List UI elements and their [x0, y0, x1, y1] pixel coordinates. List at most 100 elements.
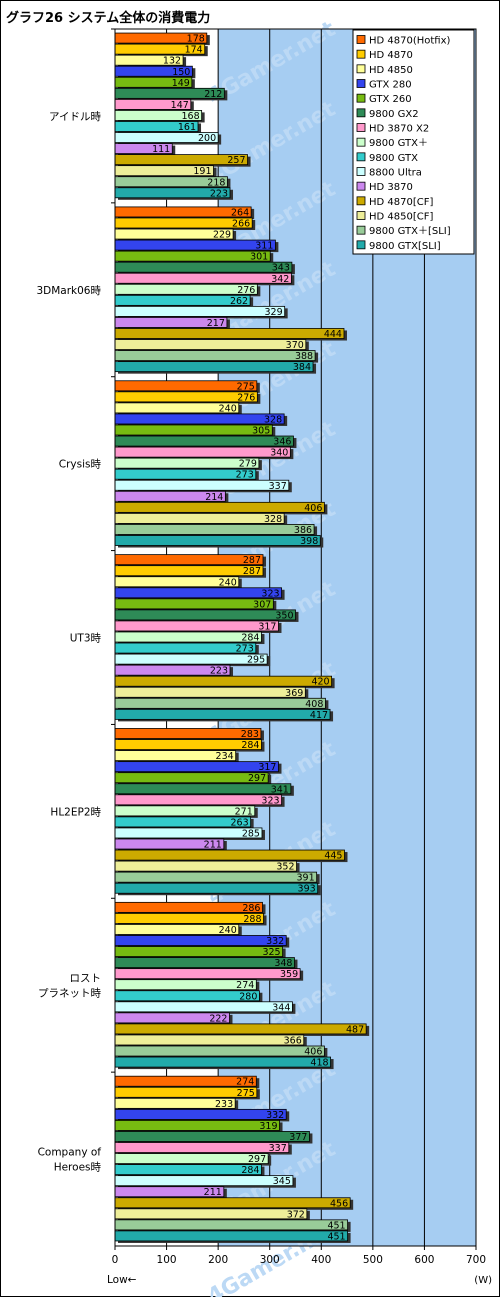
bar-value-label: 274: [236, 980, 254, 991]
bar-value-label: 288: [243, 914, 261, 925]
x-tick-label: 300: [260, 1254, 280, 1266]
category-label: Heroes時: [54, 1162, 102, 1174]
category-label: UT3時: [70, 633, 102, 645]
bar-value-label: 274: [236, 1077, 254, 1088]
bar: [114, 827, 263, 839]
bar-value-label: 271: [235, 806, 253, 817]
bar: [114, 1075, 257, 1087]
category-label: 3DMark06時: [36, 285, 101, 297]
bar-value-label: 150: [172, 67, 190, 78]
legend-label: HD 4870[CF]: [369, 197, 433, 208]
legend-swatch: [356, 79, 366, 88]
x-tick-label: 400: [311, 1254, 331, 1266]
bar: [114, 479, 290, 491]
bar: [114, 946, 284, 957]
legend-swatch: [356, 211, 366, 220]
bar-value-label: 340: [270, 448, 288, 459]
bar-value-label: 332: [266, 1110, 284, 1121]
bar-value-label: 345: [273, 1176, 291, 1187]
bar-value-label: 222: [209, 1013, 227, 1024]
category-label: ロスト: [70, 973, 102, 985]
bar-value-label: 191: [193, 166, 211, 177]
legend-swatch: [356, 108, 366, 118]
bar-value-label: 111: [152, 144, 170, 155]
bar: [114, 1164, 262, 1176]
bar: [114, 653, 268, 665]
bar-value-label: 332: [266, 936, 284, 947]
bar-value-label: 223: [210, 188, 228, 199]
legend-swatch: [356, 137, 366, 147]
bar: [114, 912, 264, 924]
bar-value-label: 329: [265, 307, 283, 318]
legend-label: 8800 Ultra: [369, 168, 422, 179]
category-label: HL2EP2時: [50, 806, 101, 818]
bar: [114, 761, 279, 773]
bar-value-label: 174: [185, 45, 203, 56]
bar: [114, 554, 264, 566]
bar-value-label: 317: [258, 762, 276, 773]
bar-value-label: 337: [269, 481, 287, 492]
bar: [114, 1001, 293, 1013]
legend-swatch: [356, 181, 366, 191]
bar-value-label: 323: [261, 795, 279, 806]
bar-value-label: 418: [310, 1058, 328, 1069]
bar: [114, 1045, 325, 1057]
legend-swatch: [356, 49, 366, 59]
bar: [114, 380, 258, 392]
bar-value-label: 286: [242, 903, 260, 914]
bar-value-label: 372: [287, 1209, 305, 1220]
bar-value-label: 388: [295, 351, 313, 362]
bar-value-label: 393: [298, 884, 316, 895]
bar-value-label: 264: [231, 207, 249, 218]
bar-value-label: 323: [261, 588, 279, 599]
legend-label: 9800 GTX: [369, 153, 418, 164]
bar-value-label: 273: [236, 644, 254, 655]
bar-value-label: 317: [258, 621, 276, 632]
bar-value-label: 276: [237, 285, 255, 296]
bar-value-label: 369: [285, 688, 303, 699]
bar: [114, 871, 318, 883]
bar: [114, 524, 315, 535]
bar: [114, 361, 314, 373]
bar-value-label: 132: [163, 56, 181, 67]
bar-value-label: 287: [243, 555, 261, 566]
bar-value-label: 212: [204, 89, 222, 100]
bar-value-label: 285: [242, 828, 260, 839]
bar-value-label: 359: [280, 969, 298, 980]
legend-label: GTX 260: [369, 94, 412, 105]
bar: [114, 350, 316, 362]
legend-label: HD 4850: [369, 65, 413, 76]
legend-label: GTX 280: [369, 80, 412, 91]
legend-label: HD 4870(Hotfix): [369, 36, 451, 47]
bar-value-label: 350: [275, 610, 293, 621]
bar: [114, 501, 325, 513]
bar-value-label: 305: [252, 426, 270, 437]
bar: [114, 1131, 310, 1142]
bar-value-label: 319: [259, 1121, 277, 1132]
bar-value-label: 420: [311, 677, 329, 688]
bar-value-label: 297: [248, 1154, 266, 1165]
legend-swatch: [356, 93, 366, 103]
bar: [114, 1208, 308, 1220]
bar: [114, 239, 276, 251]
bar: [114, 305, 286, 317]
bar: [114, 631, 262, 643]
legend: HD 4870(Hotfix) HD 4870 HD 4850 GTX 280 GTX …: [352, 29, 475, 255]
chart-title: グラフ26 システム全体の消費電力: [6, 11, 211, 26]
category-label: プラネット時: [38, 988, 101, 1000]
bar-value-label: 487: [346, 1024, 364, 1035]
bar: [114, 272, 292, 284]
bar-value-label: 284: [241, 740, 259, 751]
category-label: アイドル時: [49, 111, 101, 123]
bar-value-label: 444: [324, 329, 342, 340]
bar: [114, 413, 285, 425]
bar: [114, 609, 296, 621]
bar-value-label: 386: [294, 525, 312, 536]
bar-value-label: 287: [243, 566, 261, 577]
legend-swatch: [356, 64, 366, 74]
bar-value-label: 275: [237, 381, 255, 392]
bar: [114, 739, 262, 750]
legend-label: HD 4850[CF]: [369, 212, 433, 223]
bar: [114, 1142, 290, 1153]
